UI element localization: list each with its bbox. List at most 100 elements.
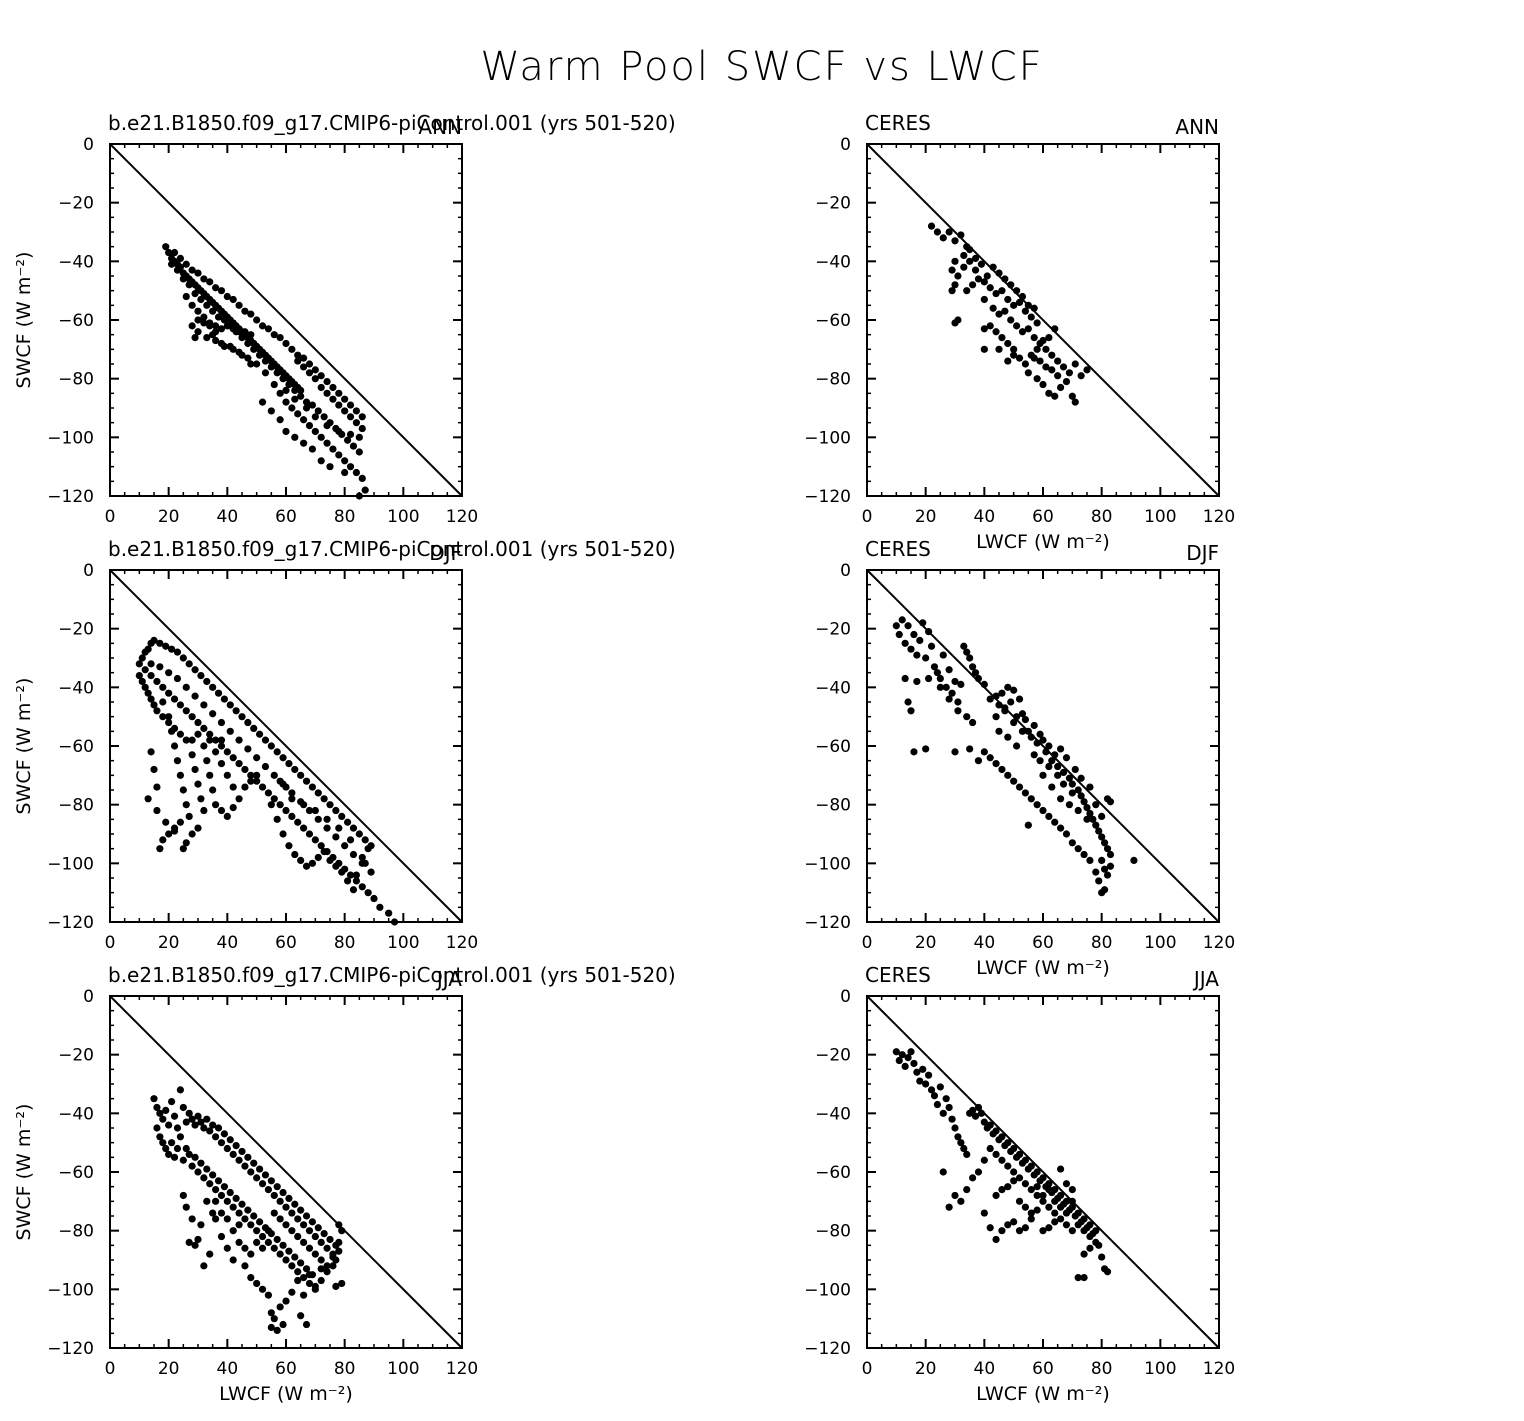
scatter-point: [1004, 1183, 1012, 1191]
scatter-point: [358, 474, 366, 482]
scatter-point: [314, 853, 322, 862]
x-tick-label: 120: [446, 1359, 478, 1379]
scatter-point: [264, 1227, 272, 1235]
scatter-point: [150, 636, 158, 645]
scatter-point: [182, 839, 190, 847]
scatter-point: [247, 360, 255, 368]
scatter-point: [1092, 1227, 1100, 1235]
scatter-point: [209, 786, 217, 794]
scatter-point: [1010, 686, 1018, 694]
scatter-point: [288, 795, 296, 803]
scatter-point: [992, 760, 1000, 768]
scatter-point: [273, 815, 281, 823]
x-axis-label: LWCF (W m⁻²): [976, 531, 1110, 553]
scatter-point: [311, 1282, 319, 1290]
scatter-point: [253, 1238, 261, 1246]
scatter-point: [191, 765, 199, 774]
scatter-point: [250, 1159, 258, 1167]
scatter-point: [1010, 351, 1018, 359]
figure-title: Warm Pool SWCF vs LWCF: [480, 44, 1043, 90]
scatter-point: [355, 492, 363, 500]
scatter-point: [1010, 345, 1018, 353]
y-tick-label: −40: [58, 252, 94, 272]
scatter-point: [1106, 862, 1115, 870]
scatter-point: [355, 433, 363, 441]
scatter-point: [270, 1209, 278, 1217]
scatter-point: [1010, 1218, 1018, 1226]
scatter-point: [895, 1056, 903, 1065]
scatter-point: [247, 310, 255, 318]
scatter-point: [276, 416, 284, 424]
scatter-point: [335, 1247, 343, 1255]
scatter-point: [282, 386, 290, 394]
scatter-point: [294, 1268, 302, 1276]
scatter-point: [212, 1186, 220, 1194]
x-tick-label: 120: [1203, 1359, 1235, 1379]
scatter-point: [936, 674, 944, 683]
scatter-point: [147, 660, 155, 668]
scatter-point: [957, 680, 965, 689]
scatter-point: [226, 1188, 234, 1197]
scatter-point: [320, 795, 328, 803]
scatter-point: [238, 351, 246, 359]
scatter-point: [1080, 1274, 1088, 1282]
scatter-point: [279, 1188, 287, 1197]
scatter-point: [352, 877, 360, 885]
scatter-point: [1092, 1238, 1100, 1246]
scatter-point: [361, 859, 369, 867]
scatter-point: [173, 757, 182, 765]
scatter-point: [358, 413, 366, 421]
scatter-point: [300, 824, 308, 832]
scatter-point: [980, 1209, 988, 1217]
scatter-point: [229, 1256, 237, 1264]
scatter-point: [1086, 1244, 1094, 1252]
scatter-point: [276, 389, 284, 397]
scatter-point: [969, 663, 977, 671]
scatter-point: [317, 372, 325, 380]
scatter-point: [185, 1150, 193, 1158]
scatter-point: [247, 331, 255, 339]
scatter-point: [235, 1156, 243, 1164]
scatter-point: [300, 439, 308, 447]
panel-title-right: DJF: [1186, 541, 1219, 565]
scatter-point: [270, 1315, 278, 1323]
scatter-point: [951, 1124, 959, 1132]
scatter-point: [179, 1191, 187, 1200]
scatter-point: [992, 328, 1000, 336]
scatter-point: [238, 1200, 246, 1208]
scatter-point: [320, 848, 328, 856]
scatter-point: [247, 771, 255, 779]
scatter-point: [220, 316, 228, 324]
scatter-point: [214, 1177, 223, 1185]
scatter-point: [185, 1238, 193, 1246]
scatter-point: [182, 683, 190, 691]
scatter-point: [305, 1244, 314, 1252]
scatter-point: [948, 1115, 956, 1123]
scatter-point: [185, 1109, 193, 1117]
scatter-point: [200, 1124, 208, 1132]
scatter-point: [892, 622, 900, 630]
scatter-point: [1010, 301, 1018, 309]
scatter-point: [323, 824, 331, 832]
scatter-point: [214, 1124, 223, 1132]
scatter-point: [936, 1083, 944, 1091]
scatter-point: [305, 830, 314, 838]
scatter-point: [185, 812, 193, 821]
scatter-point: [963, 1150, 971, 1158]
scatter-point: [176, 771, 184, 779]
scatter-point: [1004, 1221, 1012, 1229]
scatter-point: [188, 301, 196, 309]
scatter-point: [294, 1215, 302, 1223]
x-tick-label: 120: [1203, 507, 1235, 527]
scatter-point: [317, 842, 325, 850]
scatter-point: [270, 1191, 278, 1200]
scatter-point: [273, 1326, 281, 1334]
scatter-point: [179, 845, 187, 853]
scatter-point: [288, 1262, 296, 1270]
scatter-point: [188, 1115, 196, 1123]
scatter-point: [168, 1098, 176, 1106]
scatter-point: [1045, 1180, 1053, 1188]
scatter-point: [1013, 287, 1021, 295]
scatter-point: [1089, 815, 1097, 823]
scatter-point: [344, 877, 352, 885]
